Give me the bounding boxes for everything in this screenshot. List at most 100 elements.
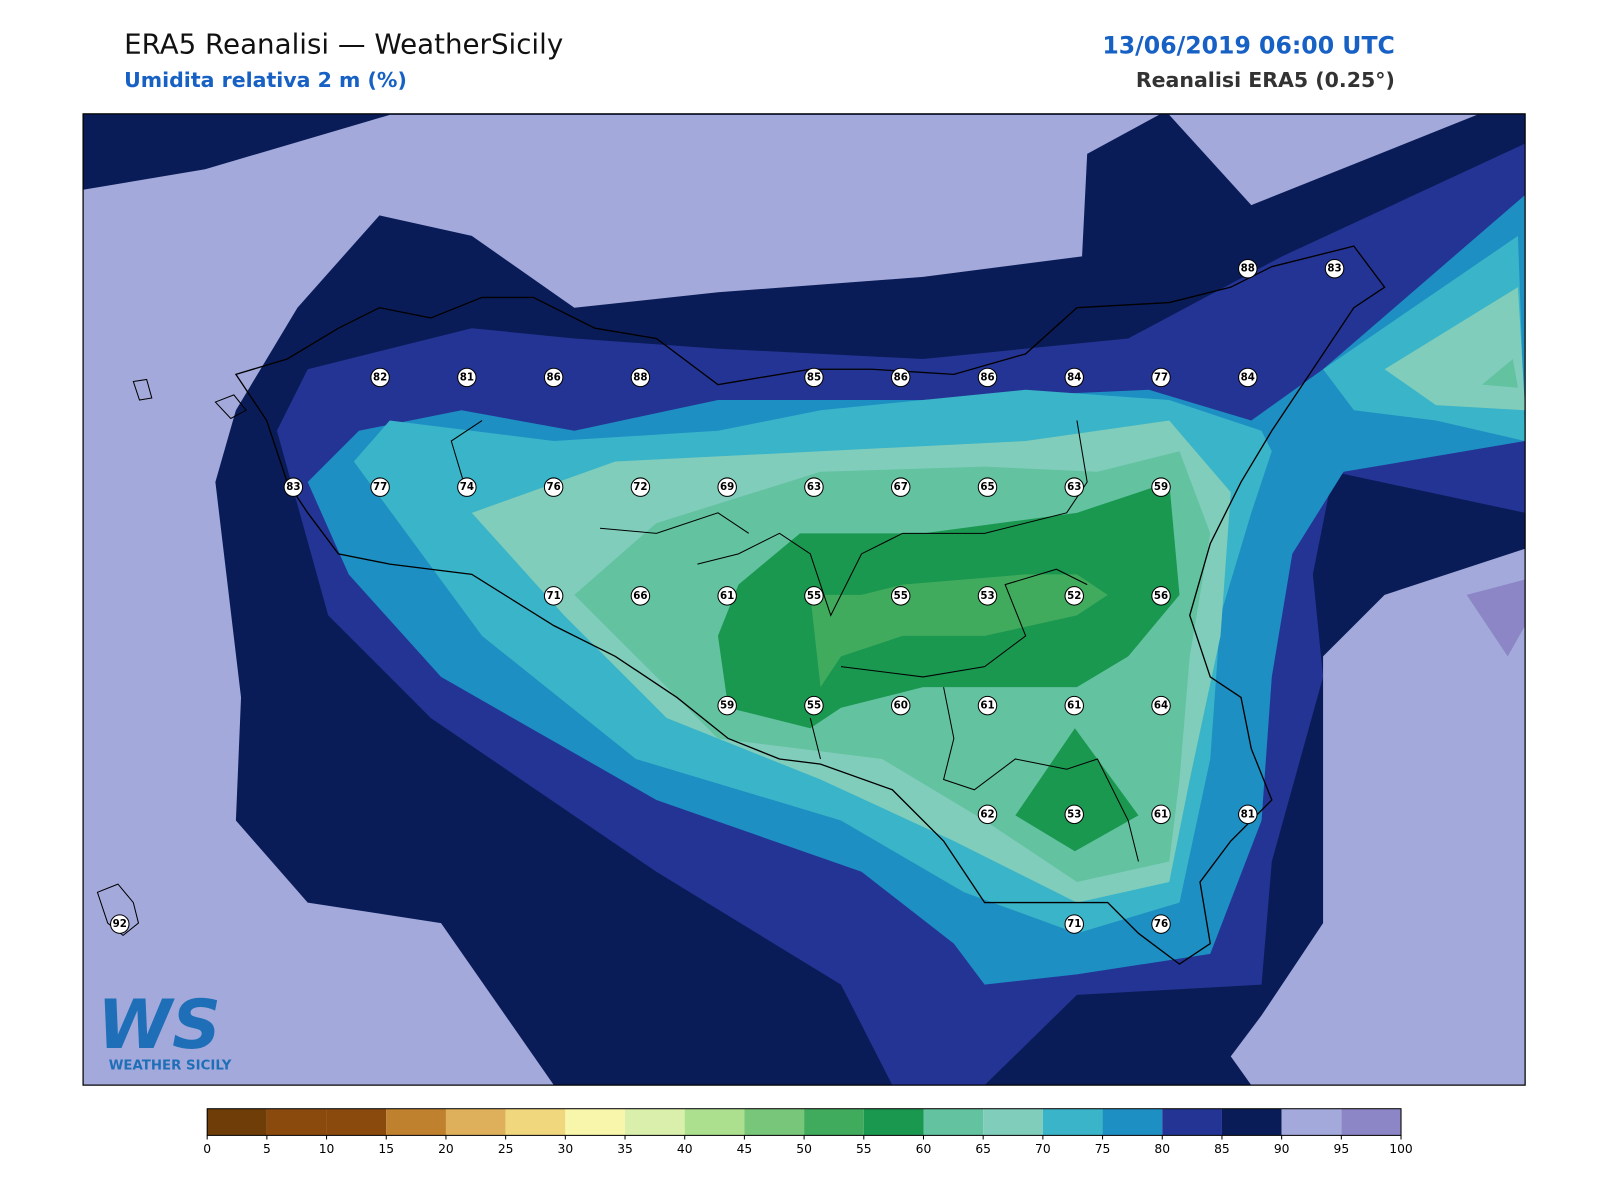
station-value: 76	[547, 481, 561, 493]
station-marker	[1064, 695, 1085, 716]
colorbar-tick-label: 20	[438, 1142, 454, 1156]
band-95	[1230, 548, 1526, 1086]
colorbar-cell	[983, 1108, 1043, 1136]
colorbar-tick-label: 25	[498, 1142, 514, 1156]
station-marker	[370, 367, 390, 388]
station-marker	[370, 477, 390, 497]
station-value: 83	[1327, 263, 1341, 275]
station-value: 77	[373, 481, 387, 493]
colorbar-cell	[923, 1108, 984, 1136]
colorbar-cell	[684, 1108, 745, 1136]
colorbar-cell	[386, 1108, 446, 1136]
colorbar-tick-label: 85	[1214, 1142, 1230, 1156]
colorbar-tick-label: 65	[975, 1142, 991, 1156]
station-marker	[1151, 477, 1171, 497]
station-value: 59	[1154, 481, 1168, 493]
island	[96, 378, 247, 937]
station-value: 62	[980, 808, 994, 820]
station-marker	[543, 586, 564, 606]
station-marker	[1064, 477, 1085, 497]
station-marker	[977, 695, 998, 716]
station-marker	[804, 367, 824, 388]
colorbar-cell	[744, 1108, 805, 1136]
colorbar-tick-label: 40	[677, 1142, 693, 1156]
subtitle: Umidita relativa 2 m (%)	[124, 68, 407, 92]
station-value: 53	[1067, 808, 1081, 820]
station-marker	[1151, 586, 1171, 606]
station-marker	[1064, 367, 1085, 388]
station-marker	[977, 477, 998, 497]
station-marker	[1238, 258, 1258, 279]
station-value: 84	[1067, 371, 1081, 383]
station-marker	[1151, 804, 1171, 825]
colorbar-cell	[804, 1108, 864, 1136]
station-marker	[977, 586, 998, 606]
station-marker	[457, 367, 477, 388]
station-marker	[804, 695, 824, 716]
station-value: 55	[807, 700, 821, 712]
map-frame	[82, 113, 1526, 1086]
station-value: 60	[894, 700, 908, 712]
band-60	[1015, 728, 1139, 852]
colorbar-tick-label: 95	[1334, 1142, 1350, 1156]
station-marker	[804, 477, 824, 497]
station-value: 74	[460, 481, 474, 493]
band-95	[1169, 114, 1477, 206]
station-value: 66	[633, 590, 647, 602]
colorbar-cell	[1221, 1108, 1282, 1136]
station-value: 55	[807, 590, 821, 602]
station-marker	[717, 477, 737, 497]
station-marker	[890, 477, 911, 497]
station-value: 71	[547, 590, 561, 602]
colorbar-cell	[326, 1108, 387, 1136]
station-marker	[977, 367, 998, 388]
colorbar-cell	[1281, 1108, 1342, 1136]
colorbar-cell	[1341, 1108, 1402, 1136]
station-value: 83	[286, 481, 300, 493]
colorbar-tick-label: 80	[1154, 1142, 1170, 1156]
colorbar-tick-label: 100	[1389, 1142, 1412, 1156]
station-value: 65	[980, 481, 994, 493]
province-border	[450, 420, 1139, 862]
colorbar-tick-label: 45	[737, 1142, 753, 1156]
colorbar-cell	[863, 1108, 924, 1136]
station-value: 64	[1154, 700, 1168, 712]
colorbar-tick-label: 55	[856, 1142, 872, 1156]
station-marker	[543, 367, 564, 388]
datetime: 13/06/2019 06:00 UTC	[1102, 31, 1394, 59]
colorbar-tick-label: 35	[617, 1142, 633, 1156]
station-marker	[283, 477, 304, 497]
colorbar-cell	[207, 1108, 267, 1136]
station-value: 63	[1067, 481, 1081, 493]
colorbar-tick-label: 5	[263, 1142, 271, 1156]
station-value: 77	[1154, 371, 1168, 383]
station-value: 82	[373, 371, 387, 383]
station-value: 86	[894, 371, 908, 383]
colorbar-cell	[445, 1108, 506, 1136]
station-value: 92	[113, 918, 127, 930]
station-marker	[1064, 586, 1085, 606]
colorbar-cell	[625, 1108, 685, 1136]
station-value: 61	[1154, 808, 1168, 820]
station-value: 86	[547, 371, 561, 383]
station-value: 71	[1067, 918, 1081, 930]
station-marker	[1238, 804, 1258, 825]
station-value: 85	[807, 371, 821, 383]
station-value: 52	[1067, 590, 1081, 602]
colorbar: 0 5 10 15 20 25 30 35 40 45 50 55 60 65 70 75 80 85 90 95 10…	[203, 1108, 1413, 1156]
station-marker	[890, 695, 911, 716]
colorbar-cell	[1102, 1108, 1163, 1136]
station-marker	[890, 586, 911, 606]
station-value: 61	[1067, 700, 1081, 712]
coastline	[234, 245, 1386, 965]
station-marker	[890, 367, 911, 388]
station-value: 88	[1241, 263, 1255, 275]
station-marker	[630, 477, 651, 497]
colorbar-tick-label: 50	[796, 1142, 812, 1156]
title: ERA5 Reanalisi — WeatherSicily	[124, 27, 563, 60]
station-value: 86	[980, 371, 994, 383]
band-100	[1466, 579, 1526, 657]
colorbar-tick-label: 0	[203, 1142, 211, 1156]
colorbar-cell	[1162, 1108, 1222, 1136]
